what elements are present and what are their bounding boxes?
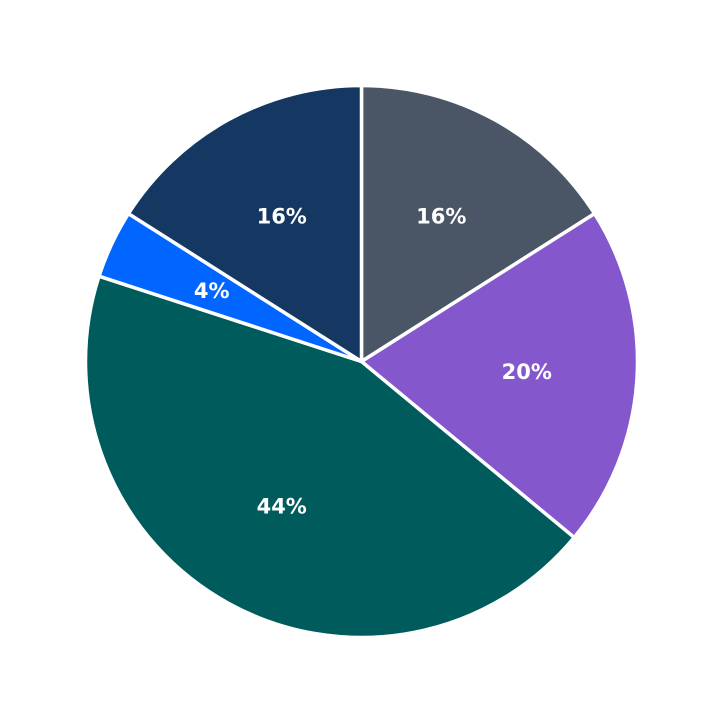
- pie-slice-5: [126, 83, 364, 364]
- pie-slice-3: [83, 274, 576, 640]
- pie-slice-2: [359, 211, 640, 540]
- pie-slice-label-3: 44%: [257, 495, 307, 519]
- pie-slices: [83, 83, 640, 640]
- pie-slice-label-5: 16%: [257, 204, 307, 228]
- pie-labels: 16% 20% 44% 4% 16%: [194, 204, 552, 518]
- pie-slice-1: [359, 83, 597, 364]
- pie-slice-label-2: 20%: [502, 360, 552, 384]
- pie-slice-label-4: 4%: [194, 279, 230, 303]
- pie-slice-label-1: 16%: [416, 204, 466, 228]
